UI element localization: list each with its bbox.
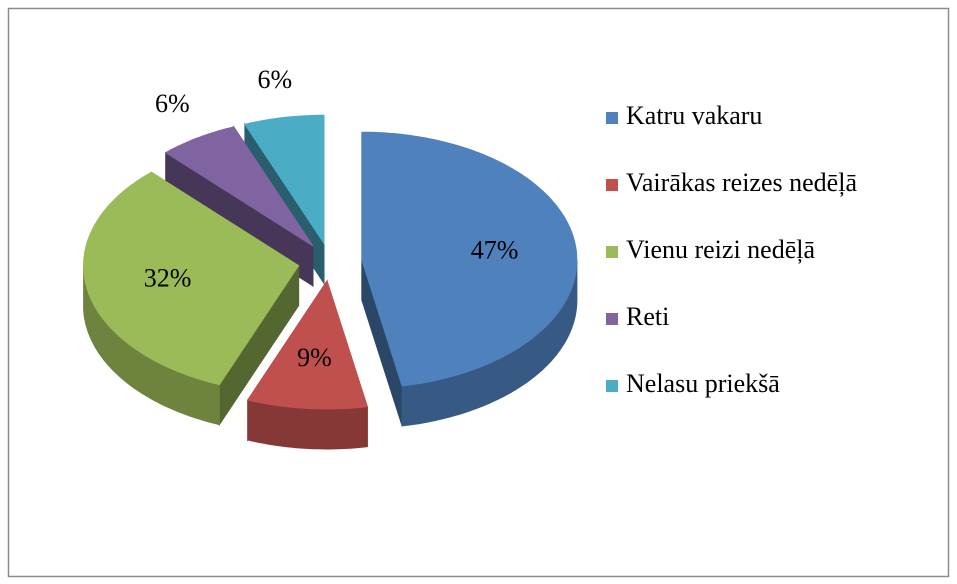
slice — [246, 279, 368, 410]
legend-swatch — [606, 380, 618, 392]
data-label: 6% — [258, 65, 293, 94]
slice — [244, 114, 325, 245]
legend-swatch — [606, 313, 618, 325]
legend-label: Vienu reizi nedēļā — [626, 235, 815, 264]
slice — [361, 131, 578, 387]
slice — [164, 126, 314, 247]
legend-swatch — [606, 112, 618, 124]
data-label: 9% — [297, 343, 332, 372]
legend-label: Reti — [626, 302, 669, 331]
legend-label: Vairākas reizes nedēļā — [626, 168, 857, 197]
legend-swatch — [606, 246, 618, 258]
data-label: 32% — [144, 263, 192, 292]
legend-label: Nelasu priekšā — [626, 369, 780, 398]
legend-swatch — [606, 179, 618, 191]
data-label: 6% — [155, 89, 190, 118]
slice — [83, 171, 300, 386]
data-label: 47% — [471, 236, 519, 265]
legend-label: Katru vakaru — [626, 101, 762, 130]
